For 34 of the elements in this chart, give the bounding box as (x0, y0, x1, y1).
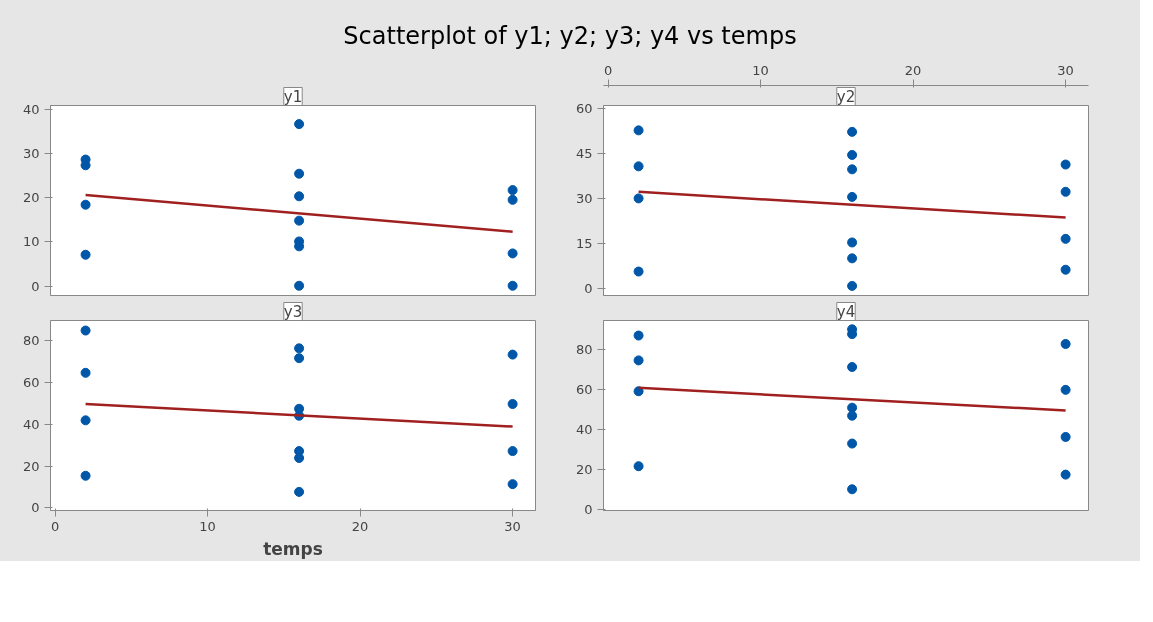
series-label: y2 (836, 87, 856, 106)
x-tick-label: 20 (351, 518, 369, 534)
y-tick-label: 0 (31, 278, 40, 294)
y-tick-label: 30 (575, 190, 593, 206)
chart-title: Scatterplot of y1; y2; y3; y4 vs temps (343, 21, 797, 52)
series-label: y4 (836, 302, 856, 321)
x2-tick-label: 30 (1057, 62, 1074, 78)
x-tick-label: 0 (50, 518, 60, 534)
x2-tick-label: 0 (603, 62, 613, 78)
y-tick-label: 30 (22, 145, 40, 161)
series-label: y3 (283, 302, 303, 321)
y-tick-label: 80 (575, 341, 593, 357)
y-tick-label: 20 (22, 458, 40, 474)
y-tick-label: 60 (575, 381, 593, 397)
y-tick-label: 40 (22, 101, 40, 117)
y-tick-label: 80 (22, 333, 40, 349)
y-tick-label: 10 (22, 234, 40, 250)
x-tick-label: 10 (199, 518, 216, 534)
y-tick-label: 60 (575, 100, 593, 116)
y-tick-label: 0 (584, 280, 593, 296)
y-tick-label: 60 (22, 374, 40, 390)
x-tick-label: 30 (504, 518, 521, 534)
x2-tick-label: 20 (904, 62, 922, 78)
y-tick-label: 15 (575, 235, 593, 251)
y-tick-label: 40 (575, 421, 593, 437)
y-tick-label: 20 (22, 190, 40, 206)
y-tick-label: 40 (22, 416, 40, 432)
x-axis-title: temps (263, 538, 323, 559)
series-label: y1 (283, 87, 303, 106)
y-tick-label: 45 (575, 145, 593, 161)
y-tick-label: 0 (31, 500, 40, 516)
x2-tick-label: 10 (752, 62, 769, 78)
y-tick-label: 20 (575, 461, 593, 477)
y-tick-label: 0 (584, 502, 593, 517)
